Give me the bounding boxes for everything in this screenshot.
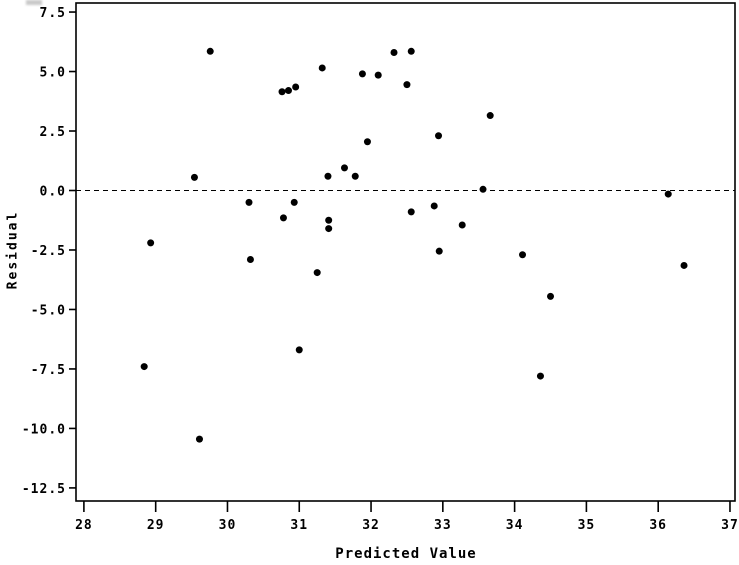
- x-tick-label: 34: [506, 518, 524, 533]
- data-point: [403, 81, 411, 89]
- data-point: [407, 47, 415, 55]
- y-tick-label: -5.0: [31, 303, 66, 318]
- y-axis-title: Residual: [5, 210, 21, 290]
- x-tick-label: 32: [362, 518, 380, 533]
- data-point: [390, 48, 398, 56]
- x-tick-label: 37: [721, 518, 739, 533]
- x-tick-label: 33: [434, 518, 452, 533]
- data-point: [279, 214, 287, 222]
- y-tick-label: 7.5: [40, 6, 66, 21]
- data-point: [479, 185, 487, 193]
- data-point: [435, 247, 443, 255]
- x-tick-label: 30: [219, 518, 237, 533]
- data-point: [519, 251, 527, 259]
- x-axis-title: Predicted Value: [335, 546, 477, 562]
- y-tick-label: 5.0: [40, 66, 66, 81]
- y-tick-label: -12.5: [22, 482, 66, 497]
- y-tick-label: -10.0: [22, 422, 66, 437]
- data-point: [147, 239, 155, 247]
- data-point: [536, 372, 544, 380]
- data-point: [278, 88, 286, 96]
- data-point: [486, 112, 494, 120]
- data-point: [407, 208, 415, 216]
- data-point: [547, 292, 555, 300]
- data-point: [340, 164, 348, 172]
- data-point: [292, 83, 300, 91]
- x-tick-label: 29: [147, 518, 165, 533]
- data-point: [190, 173, 198, 181]
- plot-frame: [75, 2, 736, 502]
- x-tick-label: 35: [578, 518, 596, 533]
- data-point: [195, 435, 203, 443]
- data-point: [325, 225, 333, 233]
- cropped-edge-artifact: [26, 0, 42, 5]
- data-point: [325, 216, 333, 224]
- data-point: [284, 87, 292, 95]
- data-point: [206, 47, 214, 55]
- y-tick-label: 0.0: [40, 184, 66, 199]
- data-point: [435, 132, 443, 140]
- x-tick-label: 28: [75, 518, 93, 533]
- data-point: [295, 346, 303, 354]
- data-point: [290, 198, 298, 206]
- data-point: [358, 70, 366, 78]
- x-tick-label: 36: [649, 518, 667, 533]
- y-tick-label: 2.5: [40, 125, 66, 140]
- data-point: [374, 71, 382, 79]
- data-point: [324, 172, 332, 180]
- data-point: [363, 138, 371, 146]
- y-tick-label: -7.5: [31, 363, 66, 378]
- data-point: [245, 198, 253, 206]
- data-point: [351, 172, 359, 180]
- data-point: [313, 269, 321, 277]
- data-point: [430, 202, 438, 210]
- data-point: [246, 255, 254, 263]
- y-tick-label: -2.5: [31, 244, 66, 259]
- data-point: [140, 363, 148, 371]
- data-point: [318, 64, 326, 72]
- x-tick-label: 31: [290, 518, 308, 533]
- data-point: [458, 221, 466, 229]
- data-point: [680, 261, 688, 269]
- data-point: [664, 190, 672, 198]
